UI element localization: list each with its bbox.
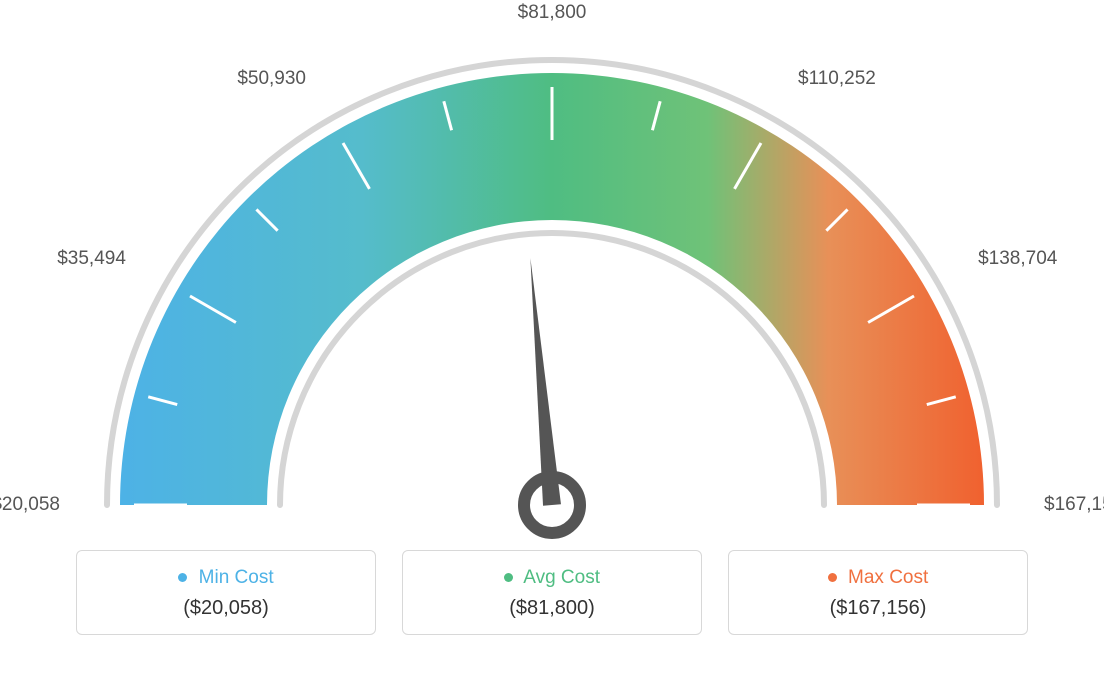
gauge-tick-label: $138,704 [978, 248, 1057, 270]
legend-value-max: ($167,156) [729, 597, 1027, 620]
gauge-chart: $20,058 $35,494 $50,930 $81,800 $110,252 $138… [0, 0, 1104, 550]
legend-title-avg: Avg Cost [403, 567, 701, 589]
legend-value-min: ($20,058) [77, 597, 375, 620]
gauge-tick-label: $81,800 [518, 2, 587, 24]
legend-label: Avg Cost [523, 567, 600, 588]
dot-icon [178, 573, 187, 582]
legend-value-avg: ($81,800) [403, 597, 701, 620]
gauge-tick-label: $167,156 [1044, 494, 1104, 516]
legend-title-max: Max Cost [729, 567, 1027, 589]
legend-card-min: Min Cost ($20,058) [76, 550, 376, 635]
legend-title-min: Min Cost [77, 567, 375, 589]
dot-icon [504, 573, 513, 582]
gauge-tick-label: $110,252 [798, 68, 876, 90]
gauge-tick-label: $35,494 [57, 248, 126, 270]
legend-label: Min Cost [199, 567, 274, 588]
legend-row: Min Cost ($20,058) Avg Cost ($81,800) Ma… [0, 550, 1104, 635]
legend-card-avg: Avg Cost ($81,800) [402, 550, 702, 635]
legend-label: Max Cost [848, 567, 928, 588]
gauge-tick-label: $20,058 [0, 494, 60, 516]
gauge-tick-label: $50,930 [237, 68, 306, 90]
dot-icon [828, 573, 837, 582]
legend-card-max: Max Cost ($167,156) [728, 550, 1028, 635]
